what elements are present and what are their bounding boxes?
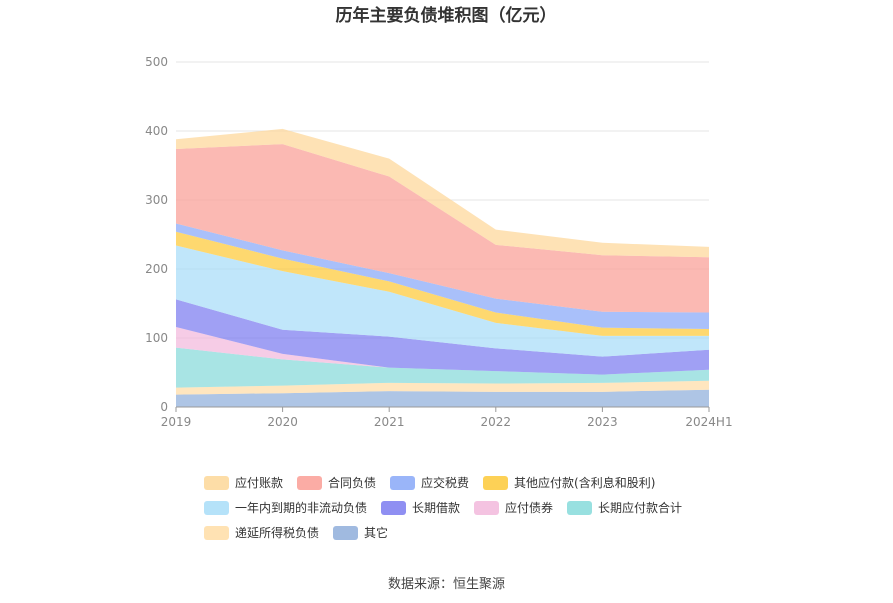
x-axis: 2019 2020 2021 2022 2023 2024H1 (161, 406, 733, 429)
x-tick-label: 2022 (481, 415, 512, 429)
area-series-7 (176, 223, 709, 330)
legend-item[interactable]: 合同负债 (297, 474, 376, 491)
legend-item[interactable]: 一年内到期的非流动负债 (204, 499, 367, 516)
legend-swatch (567, 500, 593, 515)
legend-swatch (483, 475, 509, 490)
area-series-1 (176, 380, 709, 395)
x-tick-label: 2021 (374, 415, 405, 429)
x-tick-label: 2020 (267, 415, 298, 429)
legend-swatch (204, 525, 229, 540)
y-tick-label: 0 (160, 400, 168, 414)
legend-label: 一年内到期的非流动负债 (235, 501, 368, 515)
legend-label: 应付债券 (505, 501, 554, 515)
legend-item[interactable]: 递延所得税负债 (204, 524, 319, 541)
area-series (176, 128, 709, 407)
legend-item[interactable]: 长期应付款合计 (567, 499, 682, 516)
legend-swatch (333, 525, 359, 540)
y-tick-label: 400 (145, 124, 168, 138)
chart-title: 历年主要负债堆积图（亿元） (336, 5, 557, 26)
x-tick-label: 2019 (161, 415, 192, 429)
y-tick-label: 300 (145, 193, 168, 207)
legend-label: 合同负债 (328, 476, 377, 490)
legend-label: 应付账款 (235, 476, 284, 490)
legend-item[interactable]: 应交税费 (390, 474, 469, 491)
legend-swatch (474, 500, 500, 515)
area-series-2 (176, 347, 709, 388)
area-series-8 (176, 144, 709, 313)
chart-legend: 应付账款 合同负债 应交税费 其他应付款(含利息和股利) 一年内到期的非流动负债 长期借款… (204, 470, 724, 545)
legend-swatch (297, 475, 323, 490)
legend-swatch (381, 500, 407, 515)
legend-swatch (390, 475, 416, 490)
legend-swatch (204, 475, 229, 490)
legend-label: 长期应付款合计 (598, 501, 683, 515)
y-axis: 0 100 200 300 400 500 (145, 55, 168, 414)
legend-label: 递延所得税负债 (235, 526, 320, 540)
legend-item[interactable]: 应付债券 (474, 499, 553, 516)
legend-label: 其它 (364, 526, 389, 540)
legend-item[interactable]: 其他应付款(含利息和股利) (483, 474, 655, 491)
y-tick-label: 500 (145, 55, 168, 69)
area-series-9 (176, 128, 709, 258)
x-tick-label: 2024H1 (685, 415, 732, 429)
legend-row: 递延所得税负债 其它 (204, 520, 724, 545)
legend-row: 一年内到期的非流动负债 长期借款 应付债券 长期应付款合计 (204, 495, 724, 520)
legend-label: 长期借款 (412, 501, 461, 515)
y-tick-label: 200 (145, 262, 168, 276)
legend-item[interactable]: 其它 (333, 524, 388, 541)
y-tick-label: 100 (145, 331, 168, 345)
legend-item[interactable]: 应付账款 (204, 474, 283, 491)
area-series-5 (176, 245, 709, 357)
data-source: 数据来源：恒生聚源 (387, 577, 505, 592)
x-tick-label: 2023 (587, 415, 618, 429)
legend-swatch (204, 500, 229, 515)
area-series-4 (176, 299, 709, 375)
legend-item[interactable]: 长期借款 (381, 499, 460, 516)
legend-label: 其他应付款(含利息和股利) (514, 476, 656, 490)
legend-label: 应交税费 (421, 476, 470, 490)
area-series-0 (176, 389, 709, 407)
legend-row: 应付账款 合同负债 应交税费 其他应付款(含利息和股利) (204, 470, 724, 495)
